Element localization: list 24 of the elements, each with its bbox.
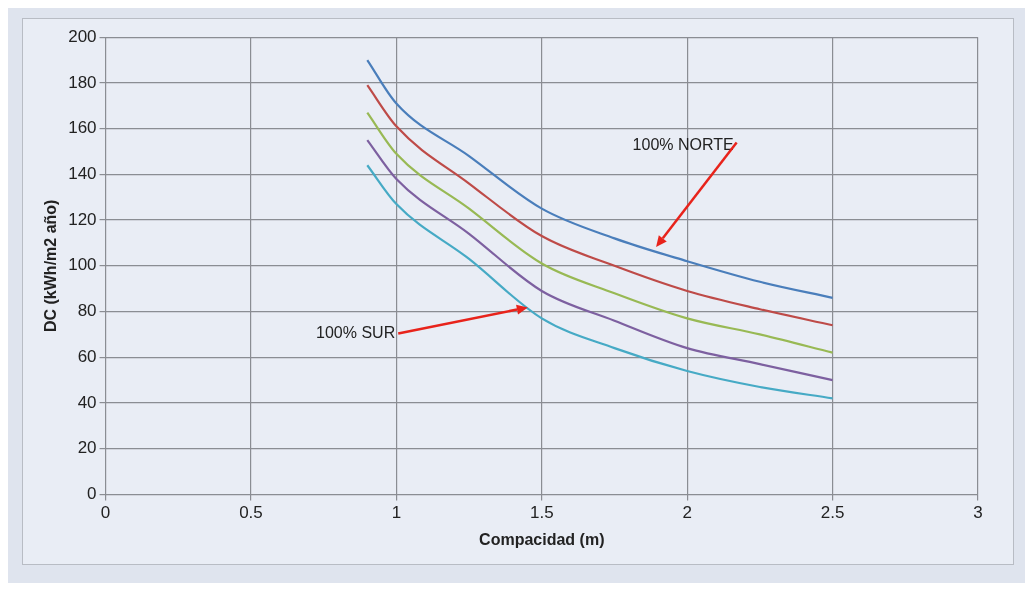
y-tick-label: 80 [77,301,97,321]
y-tick-label: 120 [68,209,97,229]
x-tick-label: 2 [682,503,692,523]
y-tick-label: 180 [68,72,97,92]
x-axis-title: Compacidad (m) [479,530,605,548]
x-tick-label: 2.5 [820,503,845,523]
y-tick-label: 140 [68,164,97,184]
x-tick-label: 0.5 [239,503,263,523]
line-series [366,84,834,327]
y-tick-label: 0 [87,484,97,504]
annotation: 100% NORTE [632,135,734,153]
annotation: 100% SUR [316,323,396,341]
x-tick-label: 1 [391,503,402,523]
y-tick-label: 60 [77,346,97,366]
x-tick-label: 1.5 [529,503,554,523]
x-tick-label: 0 [100,503,111,523]
y-tick-label: 40 [77,392,97,412]
y-axis-title: DC (kWh/m2 año) [42,199,60,333]
y-tick-label: 20 [77,438,97,458]
x-tick-label: 3 [973,503,983,523]
y-tick-label: 100 [68,255,97,275]
line-series [366,58,834,299]
y-tick-label: 160 [68,118,97,138]
y-tick-label: 200 [68,26,97,46]
